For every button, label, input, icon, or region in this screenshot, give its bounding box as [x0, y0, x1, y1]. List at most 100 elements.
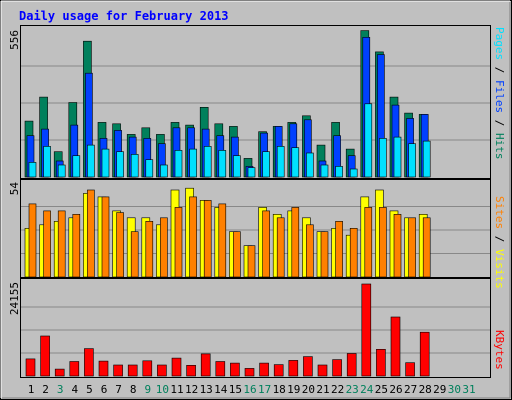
day-label: 17 [258, 383, 271, 396]
sites-bar [233, 231, 241, 278]
day-label: 20 [302, 383, 315, 396]
legend-hits: Hits [493, 133, 506, 160]
day-label: 12 [185, 383, 198, 396]
pages-bar [408, 143, 416, 178]
day-label: 13 [200, 383, 213, 396]
sites-bar [116, 212, 124, 278]
kbytes-bar [288, 360, 299, 377]
kbytes-bar [142, 360, 153, 377]
kbytes-bar [259, 362, 269, 377]
sites-bar [174, 207, 183, 278]
legend-sep-1: / [493, 60, 506, 80]
day-label: 30 [448, 383, 461, 396]
day-label: 18 [273, 383, 286, 396]
day-label: 2 [42, 383, 49, 396]
pages-bar [145, 159, 154, 178]
sites-bar [349, 228, 358, 278]
day-label: 9 [144, 383, 151, 396]
sites-bar [43, 210, 51, 278]
sites-bar [306, 224, 314, 278]
kbytes-bar [98, 360, 109, 377]
kbytes-bar [171, 357, 182, 377]
day-label: 28 [419, 383, 432, 396]
day-label: 24 [360, 383, 374, 396]
sites-bar [335, 221, 343, 278]
kbytes-bar [230, 362, 240, 377]
sites-bar [203, 200, 212, 278]
kbytes-bar [54, 368, 65, 377]
sites-bar [101, 196, 110, 278]
sites-bar [160, 217, 168, 278]
pages-bar [262, 151, 270, 178]
pages-bar [87, 144, 95, 178]
day-label: 8 [130, 383, 137, 396]
visits-legend: Sites / Visits [493, 196, 506, 289]
day-label: 4 [71, 383, 78, 396]
legend-pages: Pages [493, 27, 506, 60]
legend-files: Files [493, 80, 506, 113]
kbytes-bar [40, 335, 50, 377]
sites-bar [218, 203, 227, 278]
day-label: 23 [346, 383, 359, 396]
kbytes-bar [244, 368, 255, 377]
day-label: 29 [433, 383, 446, 396]
day-label: 6 [101, 383, 108, 396]
sites-bar [72, 214, 81, 278]
kbytes-bar [361, 283, 372, 377]
day-label: 22 [331, 383, 344, 396]
sites-bar [276, 217, 285, 278]
pages-bar [43, 146, 51, 178]
kbytes-bar [303, 356, 313, 377]
day-label: 16 [243, 383, 256, 396]
pages-bar [174, 150, 183, 178]
sites-bar [57, 210, 66, 278]
day-label: 26 [389, 383, 402, 396]
day-label: 31 [462, 383, 475, 396]
kbytes-bar [405, 362, 415, 377]
pages-bar [247, 167, 256, 178]
kbytes-bar [273, 364, 284, 377]
chart-title: Daily usage for February 2013 [19, 9, 229, 23]
kbytes-bar [376, 348, 386, 377]
sites-bar [262, 210, 270, 278]
kbytes-bar [419, 331, 430, 377]
kbytes-bar [317, 364, 328, 377]
kbytes-bar [127, 364, 138, 377]
sites-bar [393, 214, 402, 278]
day-label: 10 [156, 383, 169, 396]
pages-bar [160, 164, 168, 178]
pages-bar [364, 103, 373, 178]
legend-sites: Sites [493, 196, 506, 229]
legend-sep-3: / [493, 229, 506, 249]
hits-legend: Pages / Files / Hits [493, 27, 506, 160]
kbytes-bar [25, 358, 36, 377]
pages-bar [393, 136, 402, 178]
sites-bar [364, 207, 373, 278]
kbytes-bar [113, 364, 123, 377]
day-label: 11 [170, 383, 183, 396]
kbytes-bar [332, 359, 342, 377]
sites-bar [145, 221, 154, 278]
pages-bar [379, 138, 387, 178]
day-label: 27 [404, 383, 417, 396]
day-label: 25 [375, 383, 388, 396]
kbytes-bar [346, 353, 357, 377]
pages-bar [306, 152, 314, 178]
day-label: 1 [28, 383, 35, 396]
day-label: 15 [229, 383, 242, 396]
day-label: 3 [57, 383, 64, 396]
kbytes-bar [84, 348, 94, 377]
sites-bar [247, 245, 256, 278]
day-label: 7 [115, 383, 122, 396]
pages-bar [291, 147, 300, 178]
kbytes-bar [186, 364, 196, 377]
legend-kbytes: KBytes [493, 330, 506, 370]
kbytes-bar [157, 364, 167, 377]
pages-bar [101, 148, 110, 178]
pages-bar [349, 168, 358, 178]
sites-bar [130, 231, 139, 278]
hits-ymax-label: 556 [8, 30, 21, 50]
visits-ymax-label: 54 [8, 182, 21, 196]
sites-bar [422, 217, 431, 278]
